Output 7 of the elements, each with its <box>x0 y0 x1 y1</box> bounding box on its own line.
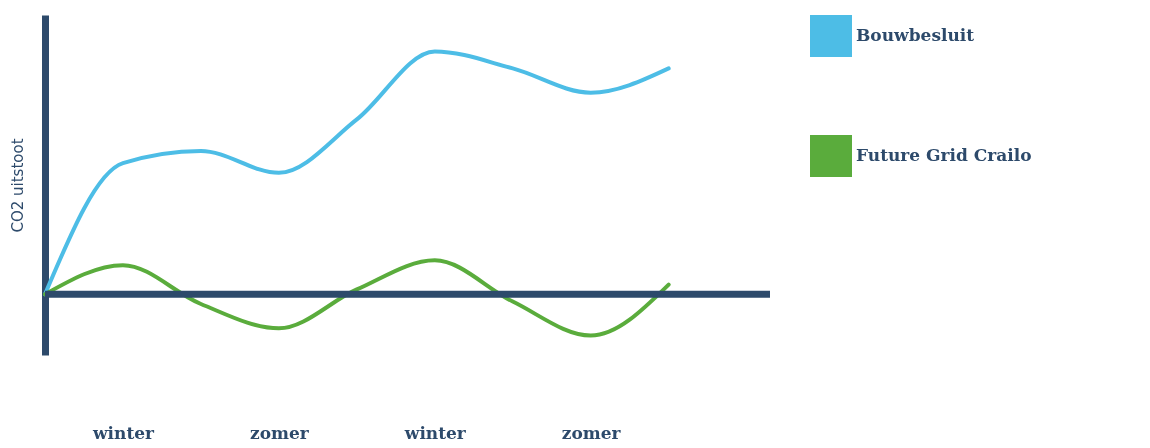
legend-label: Bouwbesluit <box>856 25 975 45</box>
x-tick-label: winter <box>91 422 156 443</box>
x-tick-label: zomer <box>561 422 622 443</box>
y-axis-title: CO2 uitstoot <box>8 138 27 233</box>
x-tick-label: zomer <box>249 422 310 443</box>
legend-label: Future Grid Crailo <box>856 145 1032 165</box>
x-tick-label: winter <box>403 422 467 443</box>
